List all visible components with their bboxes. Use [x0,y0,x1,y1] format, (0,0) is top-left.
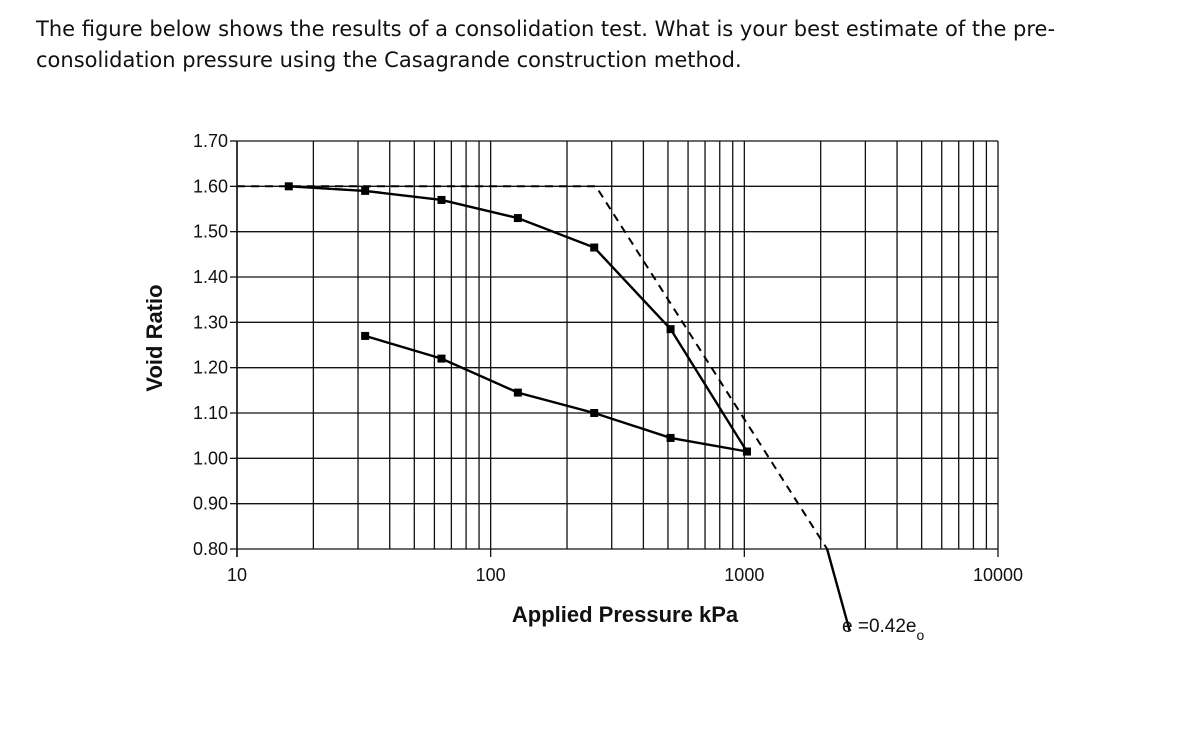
y-tick-label: 1.50 [193,222,228,242]
data-point [437,195,446,204]
y-tick-label: 1.40 [193,267,228,287]
y-tick-label: 1.30 [193,312,228,332]
data-point [742,447,751,456]
plot-series [237,182,851,631]
y-tick-label: 0.90 [193,494,228,514]
plot-grid [236,140,999,550]
x-tick-label: 10 [227,565,247,585]
x-tick-label: 10000 [973,565,1023,585]
data-point [361,331,370,340]
data-point [513,214,522,223]
y-tick-label: 1.10 [193,403,228,423]
y-tick-label: 1.00 [193,448,228,468]
x-tick-label: 100 [476,565,506,585]
question-text: The figure below shows the results of a … [36,17,1056,72]
data-point [590,409,599,417]
x-axis-label: Applied Pressure kPa [512,602,739,627]
data-point [666,433,675,442]
curve-line-3 [825,548,851,631]
end-point-annotation: e =0.42eo [842,616,925,643]
curve-line-1 [364,334,748,453]
data-point [361,186,370,195]
data-point [513,388,522,397]
y-tick-label: 1.60 [193,176,228,196]
construction-line-2 [237,185,828,550]
y-tick-label: 0.80 [193,539,228,559]
y-tick-label: 1.20 [193,358,228,378]
data-point [590,243,599,252]
y-axis-label: Void Ratio [142,284,167,391]
x-tick-label: 1000 [724,565,764,585]
annotation-subscript: o [917,627,925,643]
y-tick-label: 1.70 [193,131,228,151]
data-point [666,325,675,334]
axis-ticks: 0.80 0.90 1.00 1.10 1.20 1.30 1.40 1.50 1.60 1.70… [193,131,1023,585]
data-point [284,182,293,191]
data-point [437,354,446,363]
